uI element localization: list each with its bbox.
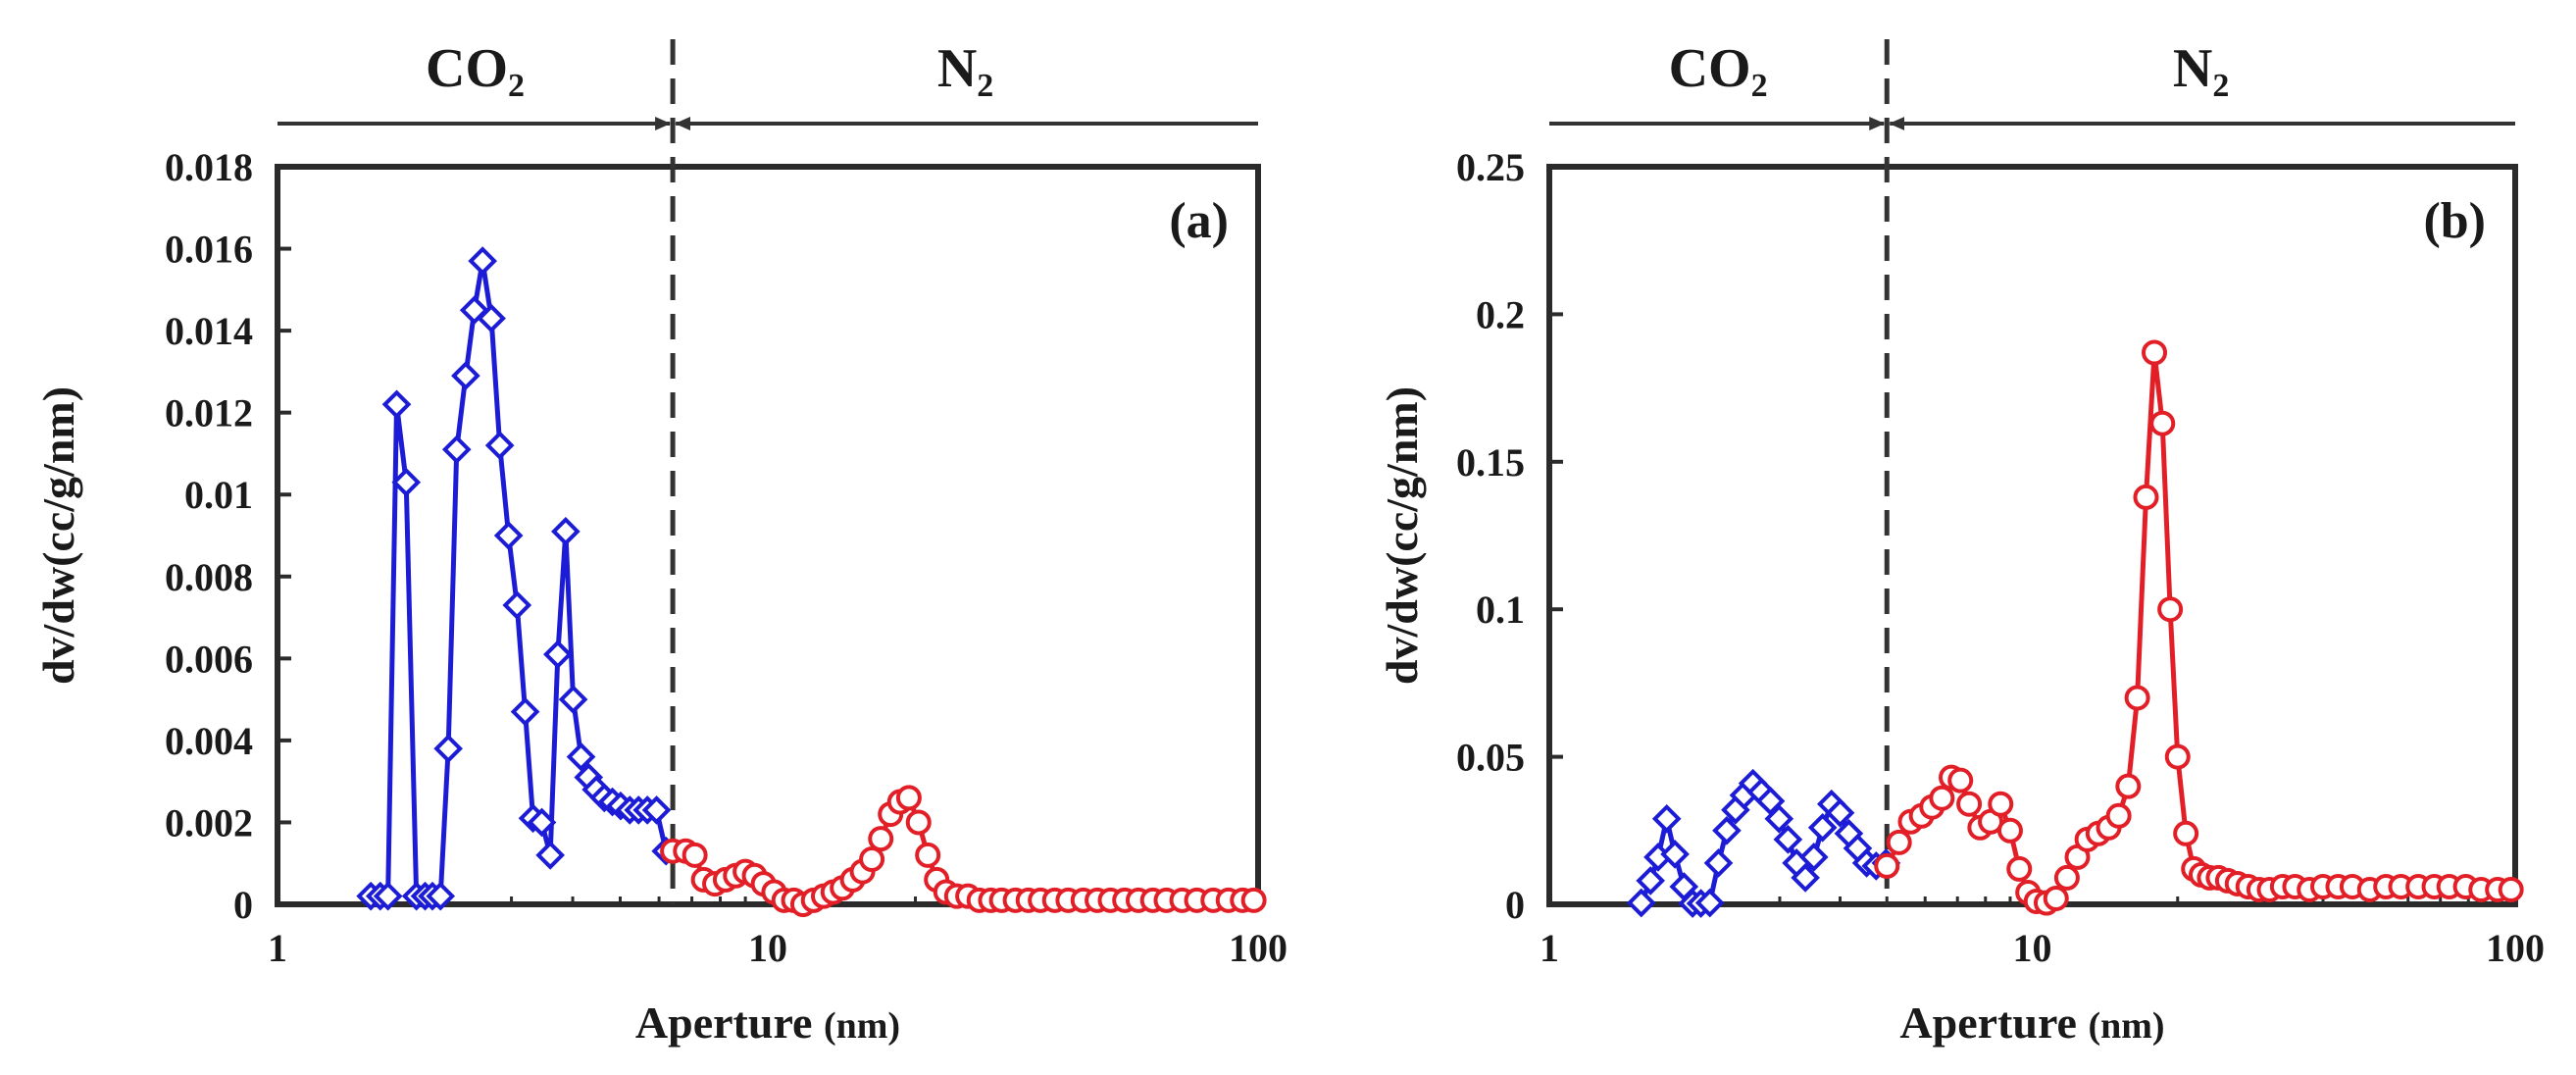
data-point-co2 xyxy=(468,246,497,276)
data-point-co2 xyxy=(1807,812,1838,843)
panel-label: (b) xyxy=(2423,193,2486,249)
data-point-co2 xyxy=(477,303,506,333)
data-point-co2 xyxy=(451,361,480,390)
data-point-n2 xyxy=(2157,596,2184,623)
chart-panel-b: 0 0.05 0.1 0.15 0.2 0.25 1 10 100 Aperture (nm) dv… xyxy=(1377,38,2545,1048)
y-tick-label: 0.004 xyxy=(165,719,253,763)
data-point-co2 xyxy=(373,881,403,911)
y-tick-label: 0.016 xyxy=(165,228,253,272)
data-point-co2 xyxy=(441,435,472,465)
data-point-n2 xyxy=(2173,820,2199,846)
data-point-n2 xyxy=(1874,852,1900,879)
co2-region-label: CO2 xyxy=(1669,38,1768,104)
data-point-n2 xyxy=(868,826,894,852)
y-tick-label: 0.2 xyxy=(1476,292,1525,336)
data-point-n2 xyxy=(2133,484,2159,510)
data-point-n2 xyxy=(1886,829,1912,855)
x-tick-label: 10 xyxy=(2013,926,2052,970)
data-point-n2 xyxy=(1988,791,2014,817)
y-tick-label: 0.05 xyxy=(1456,736,1525,780)
data-point-co2 xyxy=(493,521,524,550)
data-point-n2 xyxy=(1240,887,1267,913)
data-point-co2 xyxy=(381,389,412,420)
panel-label: (a) xyxy=(1169,193,1229,249)
data-point-co2 xyxy=(433,734,463,764)
data-point-co2 xyxy=(1798,843,1829,872)
y-tick-label: 0.25 xyxy=(1456,145,1525,189)
data-point-co2 xyxy=(1651,803,1682,834)
data-point-co2 xyxy=(641,795,672,825)
x-tick-label: 100 xyxy=(1229,926,1288,970)
data-point-co2 xyxy=(1694,888,1725,918)
data-point-co2 xyxy=(1712,815,1742,845)
data-point-n2 xyxy=(2124,685,2150,711)
data-point-n2 xyxy=(2105,802,2132,829)
data-point-co2 xyxy=(1626,888,1656,918)
data-point-n2 xyxy=(2498,876,2524,902)
y-axis-label: dv/dw(cc/g/nm) xyxy=(1377,386,1427,685)
data-point-n2 xyxy=(895,785,922,811)
y-axis-label: dv/dw(cc/g/nm) xyxy=(33,386,83,685)
data-point-n2 xyxy=(682,842,708,868)
data-point-co2 xyxy=(1636,866,1666,896)
y-tick-label: 0.006 xyxy=(165,637,253,681)
chart-panel-a: 0 0.002 0.004 0.006 0.008 0.01 0.012 0.014 0.016… xyxy=(33,38,1288,1048)
y-tick-label: 0.012 xyxy=(165,391,253,435)
y-tick-label: 0.1 xyxy=(1476,588,1525,632)
data-point-co2 xyxy=(566,742,596,772)
data-point-n2 xyxy=(2043,885,2069,911)
data-point-n2 xyxy=(1929,785,1955,811)
n2-region-label: N2 xyxy=(937,38,993,104)
plot-frame xyxy=(275,164,1261,907)
y-tick-label: 0.01 xyxy=(184,473,253,517)
y-tick-label: 0 xyxy=(1505,883,1525,927)
y-tick-label: 0.15 xyxy=(1456,440,1525,485)
data-point-co2 xyxy=(1764,803,1794,834)
co2-region-label: CO2 xyxy=(426,38,525,104)
data-point-n2 xyxy=(1947,767,1974,793)
x-tick-label: 1 xyxy=(1540,926,1559,970)
y-tick-label: 0.018 xyxy=(165,145,253,189)
data-point-co2 xyxy=(426,881,456,911)
data-point-n2 xyxy=(2115,773,2142,799)
x-tick-label: 1 xyxy=(268,926,287,970)
data-point-co2 xyxy=(1660,840,1690,869)
data-point-co2 xyxy=(543,640,573,669)
data-point-n2 xyxy=(1956,791,1983,817)
data-point-co2 xyxy=(558,685,588,714)
y-tick-label: 0.002 xyxy=(165,800,253,845)
data-point-n2 xyxy=(1996,817,2023,844)
data-point-co2 xyxy=(484,431,515,460)
data-point-co2 xyxy=(510,696,540,727)
data-point-n2 xyxy=(2006,855,2033,882)
data-point-n2 xyxy=(859,846,885,873)
y-tick-label: 0.014 xyxy=(165,309,253,353)
data-point-co2 xyxy=(1773,824,1803,854)
y-tick-label: 0.008 xyxy=(165,555,253,599)
data-point-co2 xyxy=(502,590,532,620)
x-tick-label: 10 xyxy=(748,926,787,970)
data-point-n2 xyxy=(2149,410,2176,436)
plot-frame xyxy=(1546,164,2518,907)
data-point-co2 xyxy=(1825,797,1855,828)
data-point-co2 xyxy=(535,841,565,870)
data-point-n2 xyxy=(915,842,941,868)
data-point-co2 xyxy=(527,807,557,838)
n2-region-label: N2 xyxy=(2173,38,2229,104)
data-point-n2 xyxy=(2164,743,2191,770)
x-axis-label: Aperture (nm) xyxy=(635,998,900,1048)
data-point-n2 xyxy=(2053,864,2080,891)
data-point-n2 xyxy=(2142,339,2168,366)
x-axis-label: Aperture (nm) xyxy=(1899,998,2164,1048)
data-point-co2 xyxy=(1791,863,1820,893)
data-point-co2 xyxy=(551,516,581,546)
data-point-n2 xyxy=(905,809,932,836)
y-tick-label: 0 xyxy=(233,883,253,927)
data-point-co2 xyxy=(1703,848,1734,878)
data-point-co2 xyxy=(391,467,422,497)
x-tick-label: 100 xyxy=(2486,926,2545,970)
